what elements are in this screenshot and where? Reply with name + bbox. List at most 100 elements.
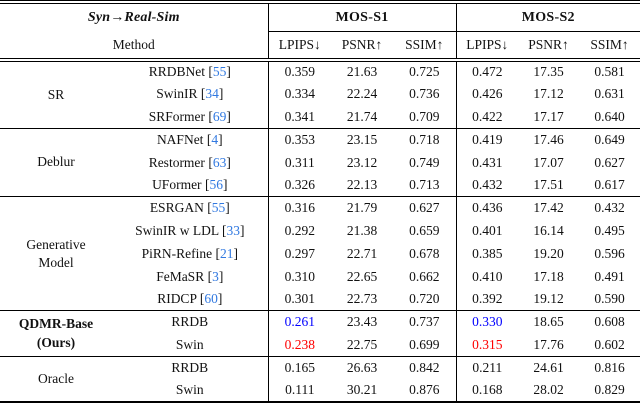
metric-value: 0.261 — [267, 310, 332, 334]
table-title-cell: Syn→Real-Sim — [0, 2, 268, 32]
citation-link[interactable]: 55 — [212, 64, 227, 80]
citation-link[interactable]: 34 — [205, 86, 219, 102]
metric-value: 0.419 — [455, 128, 519, 152]
method-name: Swin — [175, 336, 204, 352]
citation-bracket-close: ] — [218, 86, 224, 102]
metric-value: 21.74 — [346, 108, 378, 124]
metric-value: 0.301 — [267, 287, 332, 311]
metric-value: 28.02 — [533, 382, 564, 398]
metric-value: 0.401 — [455, 219, 519, 243]
citation-link[interactable]: 63 — [212, 154, 227, 170]
header-psnr-s2: PSNR↑ — [528, 37, 569, 52]
table-body: SR RRDBNet [55] 0.359 21.63 0.725 0.472 17.35 0… — [0, 60, 640, 402]
metric-value: 0.627 — [594, 154, 625, 170]
metric-value: 0.436 — [455, 196, 519, 220]
method-name: Restormer — [148, 154, 205, 170]
method-name: RRDB — [171, 314, 209, 330]
citation-bracket-close: ] — [239, 222, 245, 238]
method-cell: RRDB — [112, 356, 268, 379]
metric-value: 0.238 — [267, 333, 332, 357]
metric-value: 0.590 — [594, 291, 625, 307]
metric-value: 0.472 — [455, 60, 519, 83]
metric-value: 17.07 — [533, 154, 564, 170]
method-name: SwinIR — [156, 86, 198, 102]
method-name: Swin — [175, 382, 204, 398]
metric-value: 17.17 — [533, 108, 564, 124]
header-row-1: Syn→Real-Sim MOS-S1 MOS-S2 — [0, 2, 640, 32]
metric-value: 0.713 — [409, 177, 440, 193]
metric-value: 0.292 — [267, 219, 332, 243]
metric-value: 17.12 — [533, 86, 564, 102]
metric-value: 0.168 — [455, 379, 519, 402]
metric-value: 0.718 — [409, 132, 440, 148]
metric-value: 16.14 — [533, 222, 564, 238]
citation-bracket-close: ] — [226, 154, 231, 170]
citation-bracket-open: [ — [208, 108, 213, 124]
citation-bracket-close: ] — [217, 291, 223, 307]
metric-value: 21.63 — [346, 64, 378, 80]
citation-bracket-open: [ — [207, 200, 212, 216]
citation-link[interactable]: 4 — [211, 132, 219, 148]
citation-link[interactable]: 69 — [212, 108, 227, 124]
metric-value: 0.165 — [267, 356, 332, 380]
metric-value: 23.12 — [346, 154, 378, 170]
method-cell: Swin — [112, 379, 268, 402]
table-row: Swin 0.238 22.75 0.699 0.315 17.76 0.602 — [0, 333, 640, 357]
metric-value: 0.491 — [594, 268, 625, 284]
method-cell: SwinIR [34] — [112, 83, 268, 106]
table-row: SwinIR w LDL [33] 0.292 21.38 0.659 0.401 16.… — [0, 219, 640, 243]
metric-value: 0.359 — [267, 60, 332, 83]
table-row: FeMaSR [3] 0.310 22.65 0.662 0.410 17.18 0.491 — [0, 265, 640, 288]
citation-link[interactable]: 3 — [212, 268, 219, 284]
metric-value: 0.330 — [455, 310, 519, 334]
metric-value: 0.410 — [455, 265, 519, 288]
method-cell: RIDCP [60] — [112, 288, 268, 311]
metric-value: 0.876 — [409, 382, 440, 398]
group-label: QDMR-Base (Ours) — [18, 316, 94, 350]
metric-value: 0.816 — [594, 360, 625, 375]
method-name: SwinIR w LDL — [135, 222, 219, 238]
citation-bracket-open: [ — [206, 132, 212, 148]
metric-value: 0.842 — [409, 360, 440, 375]
metric-value: 22.73 — [346, 291, 378, 307]
metric-value: 0.211 — [455, 356, 519, 380]
method-cell: SwinIR w LDL [33] — [112, 220, 268, 243]
method-name: RRDB — [171, 360, 209, 375]
metric-value: 0.111 — [267, 379, 332, 402]
metric-value: 0.353 — [267, 128, 332, 152]
citation-bracket-open: [ — [221, 222, 227, 238]
metric-value: 0.640 — [594, 108, 625, 124]
method-cell: Swin — [112, 334, 268, 357]
method-cell: ESRGAN [55] — [112, 197, 268, 220]
citation-link[interactable]: 60 — [204, 291, 218, 307]
metric-value: 0.392 — [455, 287, 519, 311]
metric-value: 30.21 — [346, 382, 378, 398]
metric-value: 0.725 — [409, 64, 440, 80]
header-ssim-s1: SSIM↑ — [405, 37, 444, 52]
citation-link[interactable]: 21 — [219, 245, 234, 261]
citation-link[interactable]: 56 — [209, 177, 223, 193]
metric-value: 18.65 — [533, 314, 564, 330]
method-cell: NAFNet [4] — [112, 128, 268, 151]
metric-value: 0.432 — [594, 200, 625, 216]
table-row: SR RRDBNet [55] 0.359 21.63 0.725 0.472 17.35 0… — [0, 60, 640, 102]
metric-value: 21.79 — [346, 200, 378, 216]
citation-bracket-open: [ — [204, 177, 210, 193]
metric-value: 0.385 — [455, 242, 519, 266]
metric-value: 0.426 — [455, 82, 519, 106]
metric-value: 0.297 — [267, 242, 332, 266]
method-cell: SRFormer [69] — [112, 106, 268, 129]
citation-bracket-close: ] — [222, 177, 228, 193]
metric-value: 0.495 — [594, 222, 625, 238]
metric-value: 0.431 — [455, 151, 519, 174]
metric-value: 0.326 — [267, 173, 332, 197]
metric-value: 0.334 — [267, 82, 332, 106]
metric-value: 17.46 — [533, 132, 564, 148]
header-mos-s2: MOS-S2 — [455, 2, 640, 32]
metric-value: 22.71 — [346, 245, 378, 261]
table-row: UFormer [56] 0.326 22.13 0.713 0.432 17.51 0.6… — [0, 173, 640, 197]
citation-link[interactable]: 55 — [211, 200, 226, 216]
citation-bracket-open: [ — [208, 154, 213, 170]
citation-link[interactable]: 33 — [226, 222, 240, 238]
metric-value: 0.699 — [409, 336, 440, 352]
